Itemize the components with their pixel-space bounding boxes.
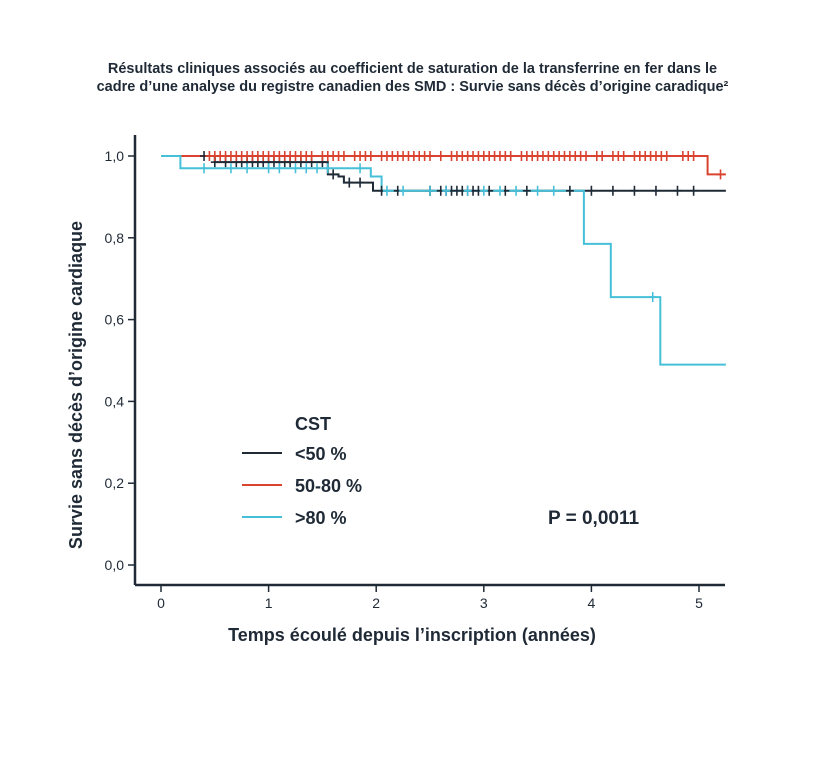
censor-mark xyxy=(426,185,434,196)
censor-mark xyxy=(463,185,472,196)
censor-mark xyxy=(323,163,332,174)
y-tick-label: 1,0 xyxy=(105,148,125,164)
censor-mark xyxy=(226,163,235,174)
censor-mark xyxy=(716,169,725,180)
series-line-3 xyxy=(161,155,726,366)
censor-mark xyxy=(651,185,660,196)
censor-mark xyxy=(356,177,365,188)
censor-mark xyxy=(345,177,354,188)
y-tick-label: 0,4 xyxy=(105,393,125,409)
censor-mark xyxy=(200,163,209,174)
axes xyxy=(133,135,725,587)
censor-mark xyxy=(313,163,322,174)
chart-title-line-1: Résultats cliniques associés au coeffici… xyxy=(107,61,718,77)
x-tick-label: 3 xyxy=(480,595,488,611)
legend-title: CST xyxy=(295,414,331,434)
x-axis-title: Temps écoulé depuis l’inscription (année… xyxy=(228,625,596,645)
series-line-2 xyxy=(161,155,726,176)
censor-mark xyxy=(522,185,531,196)
censor-mark xyxy=(533,185,542,196)
censor-mark xyxy=(608,185,617,196)
censor-mark xyxy=(436,151,445,161)
censor-mark xyxy=(689,185,698,196)
censor-mark xyxy=(587,185,596,196)
censor-mark xyxy=(426,151,434,161)
y-tick-label: 0,0 xyxy=(105,557,125,573)
censor-mark xyxy=(264,163,273,174)
y-tick-label: 0,6 xyxy=(105,312,125,328)
x-tick-label: 2 xyxy=(372,595,380,611)
censor-mark xyxy=(549,185,558,196)
censor-mark xyxy=(366,151,375,161)
censor-mark xyxy=(512,185,521,196)
censor-mark xyxy=(648,292,657,303)
censor-mark xyxy=(619,151,628,161)
chart-title-line-2: cadre d’une analyse du registre canadien… xyxy=(96,79,729,95)
y-tick-label: 0,8 xyxy=(105,230,125,246)
censor-mark xyxy=(495,185,504,196)
series-lines xyxy=(161,155,726,366)
x-tick-label: 1 xyxy=(265,595,273,611)
censor-mark xyxy=(565,185,574,196)
censor-mark xyxy=(506,151,515,161)
tick-group: 0 1 2 3 4 5 0,0 0,2 0,4 0,6 0,8 1,0 xyxy=(105,148,704,611)
p-value-label: P = 0,0011 xyxy=(548,508,639,529)
censor-mark xyxy=(479,185,488,196)
censor-mark xyxy=(582,151,591,161)
censor-mark xyxy=(442,185,451,196)
censor-mark xyxy=(673,185,682,196)
x-tick-label: 4 xyxy=(588,595,596,611)
chart-title: Résultats cliniques associés au coeffici… xyxy=(0,60,825,96)
y-axis-title: Survie sans décès d’origine cardiaque xyxy=(66,221,86,549)
legend-label: <50 % xyxy=(295,444,347,464)
series-line-1 xyxy=(161,155,726,192)
censor-mark xyxy=(689,151,698,161)
legend: CST <50 % 50-80 % >80 % xyxy=(242,414,362,528)
censor-marks xyxy=(200,151,725,303)
censor-mark xyxy=(382,185,391,196)
x-tick-label: 5 xyxy=(695,595,703,611)
censor-mark xyxy=(243,163,252,174)
censor-mark xyxy=(291,163,300,174)
censor-mark xyxy=(275,163,284,174)
x-tick-label: 0 xyxy=(157,595,165,611)
censor-mark xyxy=(339,151,348,161)
censor-mark xyxy=(399,185,408,196)
censor-mark xyxy=(307,151,316,161)
censor-mark xyxy=(630,185,639,196)
censor-mark xyxy=(598,151,607,161)
legend-label: >80 % xyxy=(295,508,347,528)
y-tick-label: 0,2 xyxy=(105,475,125,491)
censor-mark xyxy=(329,169,338,180)
legend-label: 50-80 % xyxy=(295,476,362,496)
censor-mark xyxy=(356,163,365,174)
censor-mark xyxy=(302,163,311,174)
censor-mark xyxy=(662,151,671,161)
